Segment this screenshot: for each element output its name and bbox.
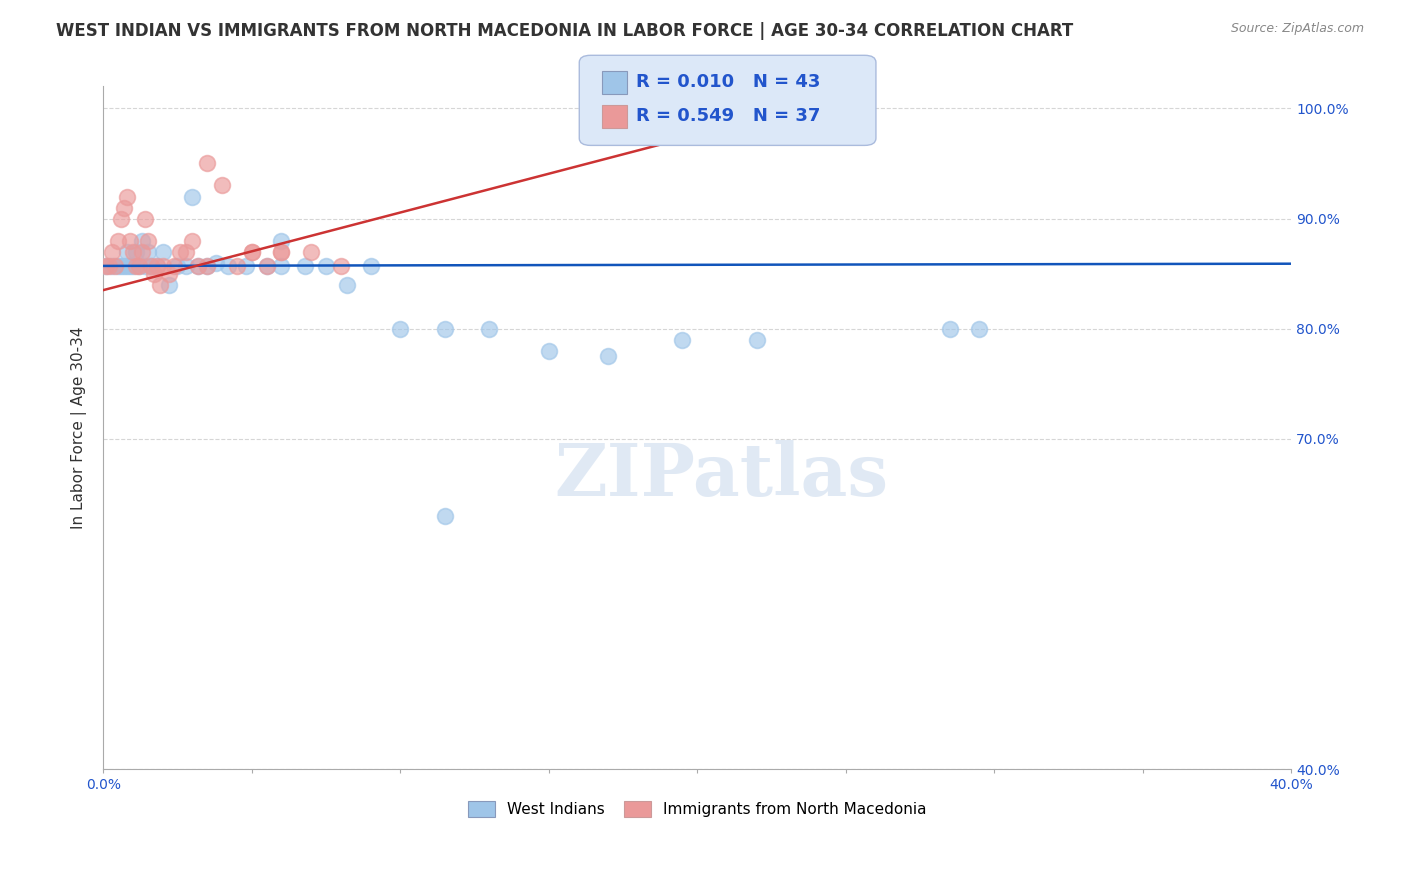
Point <box>110 259 132 273</box>
Point <box>122 244 145 259</box>
Point <box>139 259 162 273</box>
Point <box>134 211 156 226</box>
Point <box>389 321 412 335</box>
Point <box>157 267 180 281</box>
Point <box>157 277 180 292</box>
Point <box>125 244 148 259</box>
Point <box>187 259 209 273</box>
Point <box>270 244 292 259</box>
Point <box>112 201 135 215</box>
Point <box>101 244 124 259</box>
Point <box>128 259 150 273</box>
Point <box>131 234 153 248</box>
Point <box>149 277 172 292</box>
Point <box>329 259 352 273</box>
Point <box>176 244 198 259</box>
Point <box>205 255 228 269</box>
Point <box>360 259 382 273</box>
Point <box>256 259 278 273</box>
Point <box>256 259 278 273</box>
Point <box>112 259 135 273</box>
Point <box>145 259 167 273</box>
Point <box>118 259 141 273</box>
Point <box>96 259 118 273</box>
Point <box>136 234 159 248</box>
Point <box>110 211 132 226</box>
Point <box>166 259 188 273</box>
Point <box>142 267 165 281</box>
Point <box>235 259 257 273</box>
Point <box>745 333 768 347</box>
Point <box>128 259 150 273</box>
Point <box>118 234 141 248</box>
Point <box>98 259 121 273</box>
Point <box>181 234 204 248</box>
Point <box>145 259 167 273</box>
Point <box>478 321 501 335</box>
Point <box>101 259 124 273</box>
Point <box>134 259 156 273</box>
Point <box>240 244 263 259</box>
Point <box>187 259 209 273</box>
Point <box>336 277 359 292</box>
Point <box>115 189 138 203</box>
Point <box>181 189 204 203</box>
Point <box>131 244 153 259</box>
Point <box>195 156 218 170</box>
Point <box>299 244 322 259</box>
Point <box>152 259 174 273</box>
Y-axis label: In Labor Force | Age 30-34: In Labor Force | Age 30-34 <box>72 326 87 529</box>
Point <box>163 259 186 273</box>
Point <box>433 321 456 335</box>
Point <box>169 244 191 259</box>
Text: Source: ZipAtlas.com: Source: ZipAtlas.com <box>1230 22 1364 36</box>
Point <box>104 259 127 273</box>
Point <box>270 259 292 273</box>
Point <box>152 244 174 259</box>
Point <box>211 178 233 193</box>
Point <box>195 259 218 273</box>
Point <box>217 259 239 273</box>
Point <box>671 333 693 347</box>
Legend: West Indians, Immigrants from North Macedonia: West Indians, Immigrants from North Mace… <box>461 795 934 823</box>
Point <box>270 244 292 259</box>
Point <box>115 244 138 259</box>
Text: ZIPatlas: ZIPatlas <box>554 440 889 511</box>
Text: R = 0.549   N = 37: R = 0.549 N = 37 <box>636 107 820 125</box>
Point <box>270 234 292 248</box>
Point <box>598 349 620 363</box>
Point <box>122 259 145 273</box>
Point <box>176 259 198 273</box>
Point <box>139 259 162 273</box>
Text: WEST INDIAN VS IMMIGRANTS FROM NORTH MACEDONIA IN LABOR FORCE | AGE 30-34 CORREL: WEST INDIAN VS IMMIGRANTS FROM NORTH MAC… <box>56 22 1074 40</box>
Point <box>125 259 148 273</box>
Point <box>115 259 138 273</box>
Point <box>136 244 159 259</box>
Point <box>315 259 337 273</box>
Point <box>294 259 316 273</box>
Point <box>195 259 218 273</box>
Point <box>938 321 960 335</box>
Point <box>969 321 991 335</box>
Point <box>225 259 247 273</box>
Text: R = 0.010   N = 43: R = 0.010 N = 43 <box>636 73 820 91</box>
Point <box>96 259 118 273</box>
Point <box>107 234 129 248</box>
Point <box>433 508 456 523</box>
Point <box>240 244 263 259</box>
Point <box>537 343 560 358</box>
Point <box>107 259 129 273</box>
